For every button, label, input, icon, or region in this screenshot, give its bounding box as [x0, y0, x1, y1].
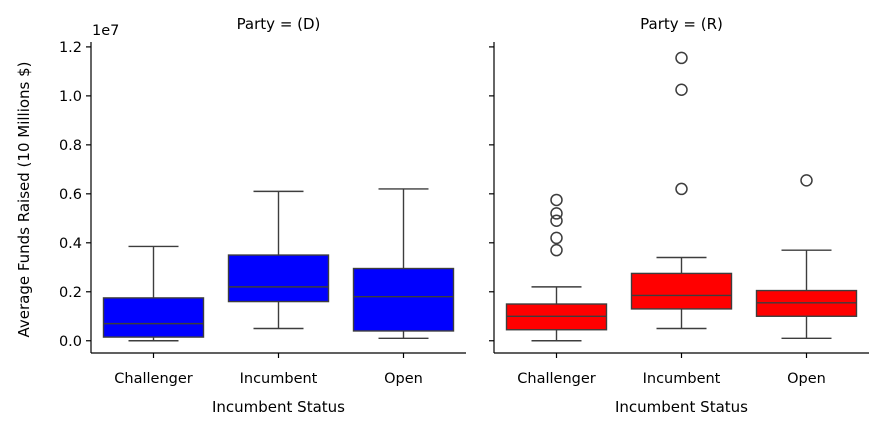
outlier-point [675, 83, 688, 97]
x-tick-label: Challenger [517, 371, 595, 387]
panel-title-r: Party = (R) [640, 15, 723, 33]
marks-layer [102, 51, 858, 342]
x-tick-label: Challenger [114, 371, 192, 387]
outlier-point [800, 174, 813, 187]
box-body [352, 267, 455, 332]
panel-title-d: Party = (D) [237, 15, 321, 33]
outlier-point [675, 51, 688, 65]
box-r-incumbent [630, 51, 733, 330]
y-tick-label: 0.4 [59, 236, 82, 252]
y-axis-label: Average Funds Raised (10 Millions $) [15, 61, 33, 337]
outlier-point [550, 231, 563, 245]
x-tick-label: Incumbent [643, 371, 721, 387]
y-tick-label: 1.2 [59, 40, 82, 56]
box-r-challenger [505, 193, 608, 342]
outlier-point [550, 207, 563, 220]
x-tick-label: Open [787, 371, 826, 387]
x-tick-label: Incumbent [240, 371, 318, 387]
box-d-incumbent [227, 190, 330, 330]
outlier-point [550, 214, 563, 228]
outlier-point [550, 193, 563, 207]
y-tick-label: 0.8 [59, 138, 82, 154]
y-tick-label: 0.2 [59, 285, 82, 301]
x-axis-label-r: Incumbent Status [615, 398, 748, 416]
box-body [102, 297, 205, 338]
box-d-open [352, 188, 455, 340]
x-axis-label-d: Incumbent Status [212, 398, 345, 416]
axes-layer [86, 42, 869, 358]
x-tick-label: Open [384, 371, 423, 387]
outlier-point [675, 182, 688, 196]
box-body [630, 272, 733, 310]
y-tick-label: 0.0 [59, 334, 82, 350]
outlier-point [550, 243, 563, 257]
y-axis-offset-label: 1e7 [92, 23, 119, 39]
text-layer: Average Funds Raised (10 Millions $) 1e7… [15, 15, 826, 416]
box-r-open [755, 174, 858, 340]
y-tick-label: 1.0 [59, 89, 82, 105]
box-d-challenger [102, 245, 205, 342]
box-body [227, 254, 330, 303]
y-tick-label: 0.6 [59, 187, 82, 203]
